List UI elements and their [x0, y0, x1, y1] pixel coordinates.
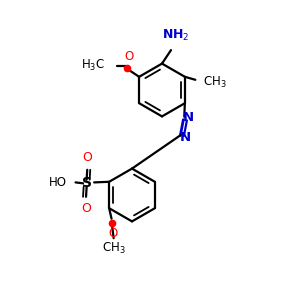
- Text: CH$_3$: CH$_3$: [102, 241, 125, 256]
- Text: O: O: [108, 227, 118, 240]
- Text: O: O: [124, 50, 133, 63]
- Text: H$_3$C: H$_3$C: [80, 58, 105, 73]
- Text: N: N: [183, 111, 194, 124]
- Text: O: O: [82, 152, 92, 164]
- Text: O: O: [81, 202, 91, 215]
- Text: S: S: [82, 176, 92, 190]
- Text: CH$_3$: CH$_3$: [203, 75, 226, 90]
- Text: HO: HO: [49, 176, 67, 189]
- Text: NH$_2$: NH$_2$: [162, 28, 189, 43]
- Text: N: N: [180, 131, 191, 144]
